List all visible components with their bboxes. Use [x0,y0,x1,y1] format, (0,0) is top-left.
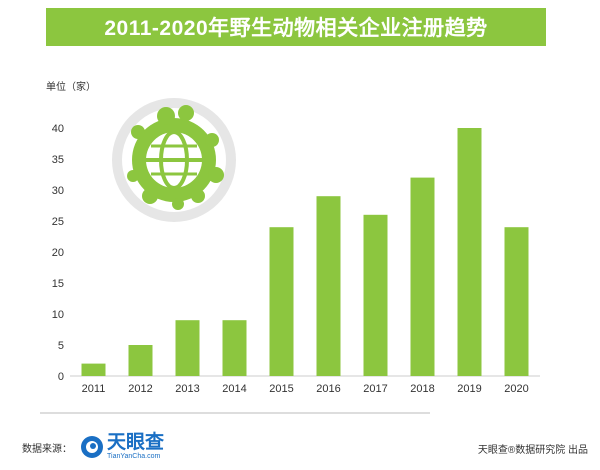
x-tick-label: 2019 [457,383,481,395]
x-tick-label: 2011 [82,383,106,395]
bar-2019 [457,128,482,376]
x-tick-label: 2015 [269,383,293,395]
bars [81,128,529,376]
x-tick-label: 2016 [316,383,340,395]
x-tick-label: 2018 [410,383,434,395]
bar-2016 [316,196,341,376]
bar-2015 [269,227,294,376]
bar-2020 [504,227,529,376]
logo-url-text: TianYanCha.com [107,453,161,460]
y-tick-label: 40 [52,123,64,135]
tianyancha-logo: 天眼查 TianYanCha.com [80,433,164,461]
chart-title: 2011-2020年野生动物相关企业注册趋势 [46,8,546,46]
axis-labels: 0 5 10 15 20 25 30 35 40 2011 2012 2013 2014 2015 2016… [52,123,529,395]
credit-text: 天眼查®数据研究院 出品 [477,445,588,456]
bar-2014 [222,320,247,376]
data-source-label: 数据来源： [22,443,72,455]
y-tick-label: 25 [52,216,64,228]
bar-2013 [175,320,200,376]
x-tick-label: 2017 [363,383,387,395]
bar-2012 [128,345,153,376]
bar-2017 [363,214,388,376]
x-tick-label: 2020 [504,383,528,395]
y-tick-label: 30 [52,185,64,197]
y-tick-label: 35 [52,154,64,166]
y-tick-label: 20 [52,247,64,259]
x-tick-label: 2013 [175,383,199,395]
y-tick-label: 5 [58,340,64,352]
bar-2011 [81,363,106,376]
y-tick-label: 15 [52,278,64,290]
y-axis-unit-label: 单位（家） [46,82,96,93]
bar-2018 [410,177,435,376]
globe-wildlife-illustration [112,98,236,222]
logo-brand-text: 天眼查 [107,432,165,453]
tianyancha-eye-icon [81,436,103,458]
chart-title-text: 2011-2020年野生动物相关企业注册趋势 [104,17,488,40]
x-tick-label: 2014 [222,383,246,395]
x-tick-label: 2012 [128,383,152,395]
y-tick-label: 0 [58,371,64,383]
y-tick-label: 10 [52,309,64,321]
data-source: 数据来源： 天眼查 TianYanCha.com [22,433,164,461]
